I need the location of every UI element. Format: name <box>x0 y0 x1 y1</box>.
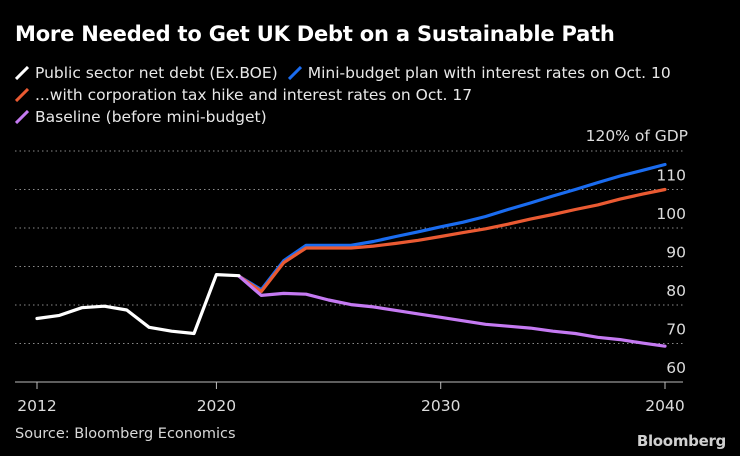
x-tick-label: 2012 <box>17 397 56 415</box>
legend-swatch-purple <box>15 110 29 124</box>
x-tick-label: 2040 <box>645 397 684 415</box>
source-note: Source: Bloomberg Economics <box>15 426 236 442</box>
y-tick-label: 100 <box>656 205 686 223</box>
x-tick-label: 2020 <box>197 397 236 415</box>
legend-row: Public sector net debt (Ex.BOE) Mini-bud… <box>15 62 681 84</box>
legend-row: Baseline (before mini-budget) <box>15 106 681 128</box>
bloomberg-logo: Bloomberg <box>636 432 726 450</box>
series-line-baseline-before-mini-budget <box>237 274 667 348</box>
legend-item-baseline: Baseline (before mini-budget) <box>15 108 267 126</box>
y-tick-label: 70 <box>666 321 686 339</box>
series-line-mini-budget-plan-with-interest-rates-on-oct-10 <box>237 162 667 292</box>
legend-item-corp-tax: ...with corporation tax hike and interes… <box>15 86 472 104</box>
y-tick-label: 80 <box>666 282 686 300</box>
x-tick-label: 2030 <box>421 397 460 415</box>
legend-label: Baseline (before mini-budget) <box>35 108 267 126</box>
legend-row: ...with corporation tax hike and interes… <box>15 84 681 106</box>
y-tick-label: 90 <box>666 244 686 262</box>
chart-title: More Needed to Get UK Debt on a Sustaina… <box>15 22 615 46</box>
series-line-with-corporation-tax-hike-and-interest-rates-on-oct-17 <box>237 187 667 294</box>
series-line-public-sector-net-debt-ex-boe <box>35 273 241 336</box>
legend-label: Public sector net debt (Ex.BOE) <box>35 64 278 82</box>
legend-swatch-blue <box>287 66 302 80</box>
y-unit-label: 120% of GDP <box>586 127 688 145</box>
legend-item-mini-budget: Mini-budget plan with interest rates on … <box>287 64 671 82</box>
legend-label: Mini-budget plan with interest rates on … <box>307 64 671 82</box>
legend-swatch-orange <box>15 88 29 102</box>
y-tick-label: 110 <box>656 167 686 185</box>
legend: Public sector net debt (Ex.BOE) Mini-bud… <box>15 62 681 128</box>
legend-swatch-white <box>15 66 29 80</box>
y-tick-label: 60 <box>666 359 686 377</box>
legend-label: ...with corporation tax hike and interes… <box>35 86 473 104</box>
legend-item-public-debt: Public sector net debt (Ex.BOE) <box>15 64 278 82</box>
